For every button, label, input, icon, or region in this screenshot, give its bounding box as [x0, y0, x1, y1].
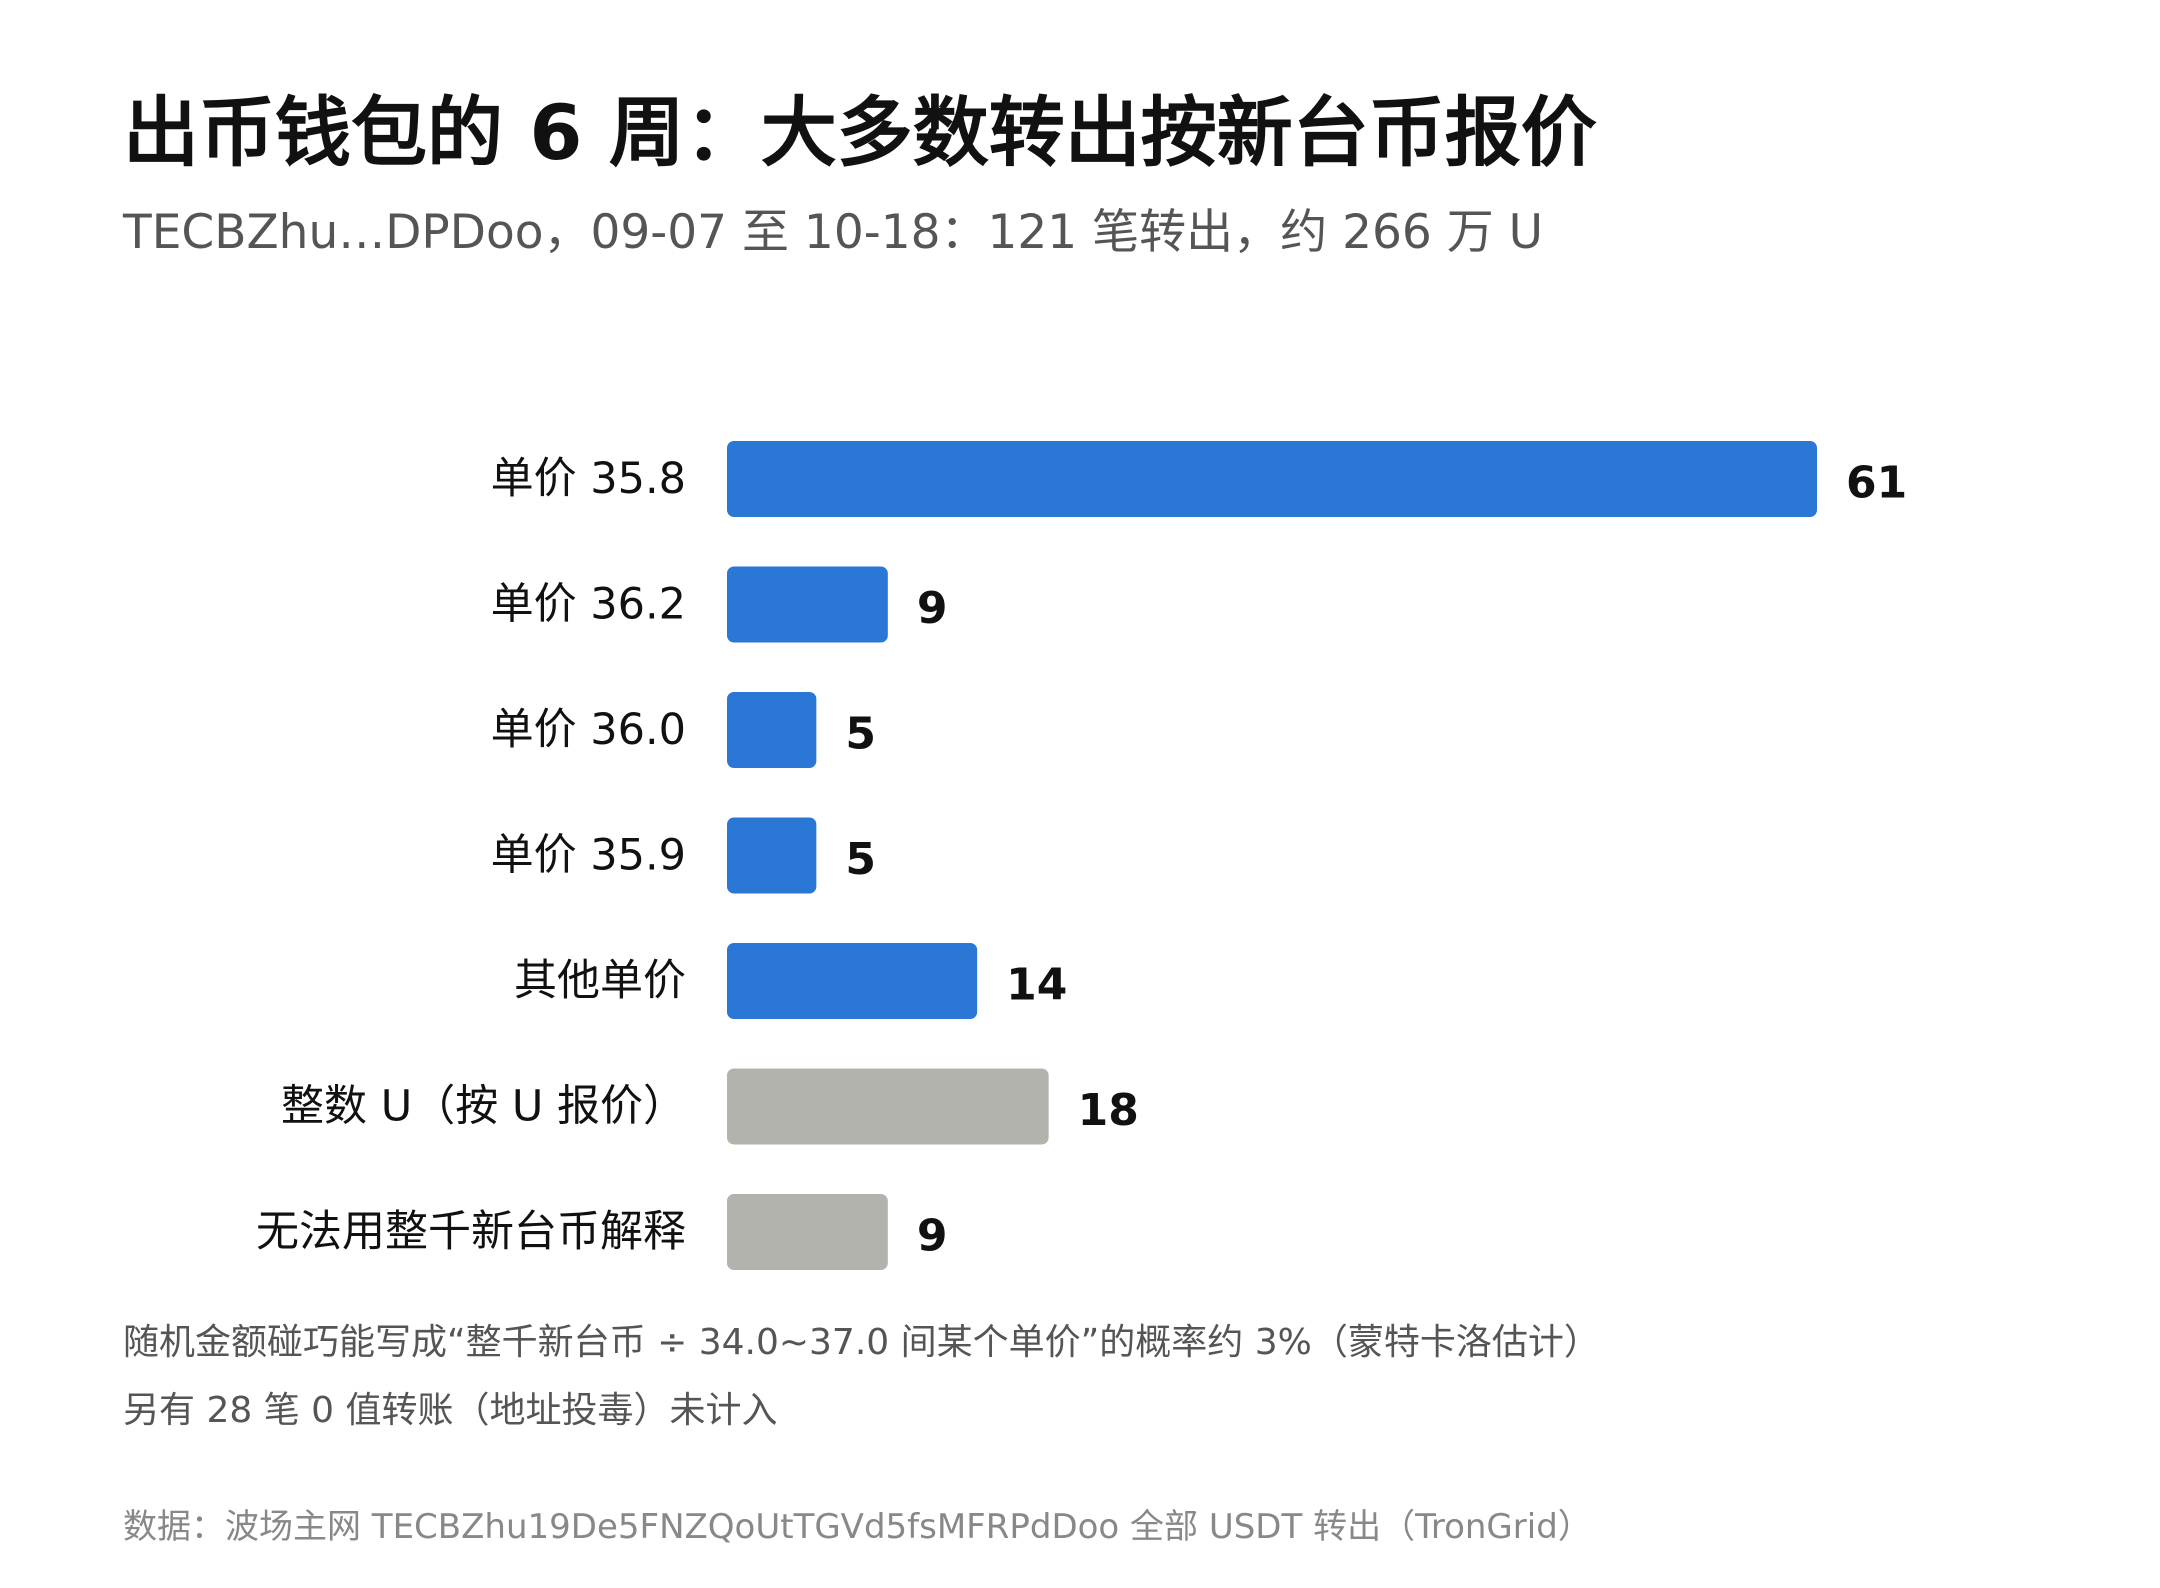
value-label: 9: [917, 583, 948, 634]
category-label: 单价 35.8: [491, 454, 686, 504]
bar: [727, 1194, 888, 1270]
bar: [727, 566, 888, 643]
bar: [727, 692, 817, 768]
bar: [727, 943, 978, 1019]
category-label: 整数 U（按 U 报价）: [281, 1082, 686, 1132]
value-label: 5: [845, 834, 876, 885]
bar: [727, 1068, 1049, 1145]
note-probability: 随机金额碰巧能写成“整千新台币 ÷ 34.0~37.0 间某个单价”的概率约 3…: [123, 1322, 1600, 1363]
value-label: 5: [845, 709, 876, 760]
value-label: 61: [1846, 458, 1907, 509]
value-label: 9: [917, 1211, 948, 1262]
category-label: 单价 35.9: [491, 831, 686, 881]
bar: [727, 817, 817, 894]
category-label: 单价 36.2: [491, 580, 686, 630]
chart-subtitle: TECBZhu…DPDoo，09-07 至 10-18：121 笔转出，约 26…: [123, 205, 1544, 260]
data-source: 数据：波场主网 TECBZhu19De5FNZQoUtTGVd5fsMFRPdD…: [123, 1507, 1592, 1547]
category-label: 无法用整千新台币解释: [256, 1207, 686, 1257]
bar: [727, 441, 1817, 517]
chart-title: 出币钱包的 6 周：大多数转出按新台币报价: [123, 88, 1597, 177]
category-label: 其他单价: [514, 956, 686, 1006]
note-excluded: 另有 28 笔 0 值转账（地址投毒）未计入: [123, 1390, 778, 1431]
value-label: 18: [1078, 1085, 1139, 1136]
category-label: 单价 36.0: [491, 705, 686, 755]
value-label: 14: [1006, 960, 1067, 1011]
